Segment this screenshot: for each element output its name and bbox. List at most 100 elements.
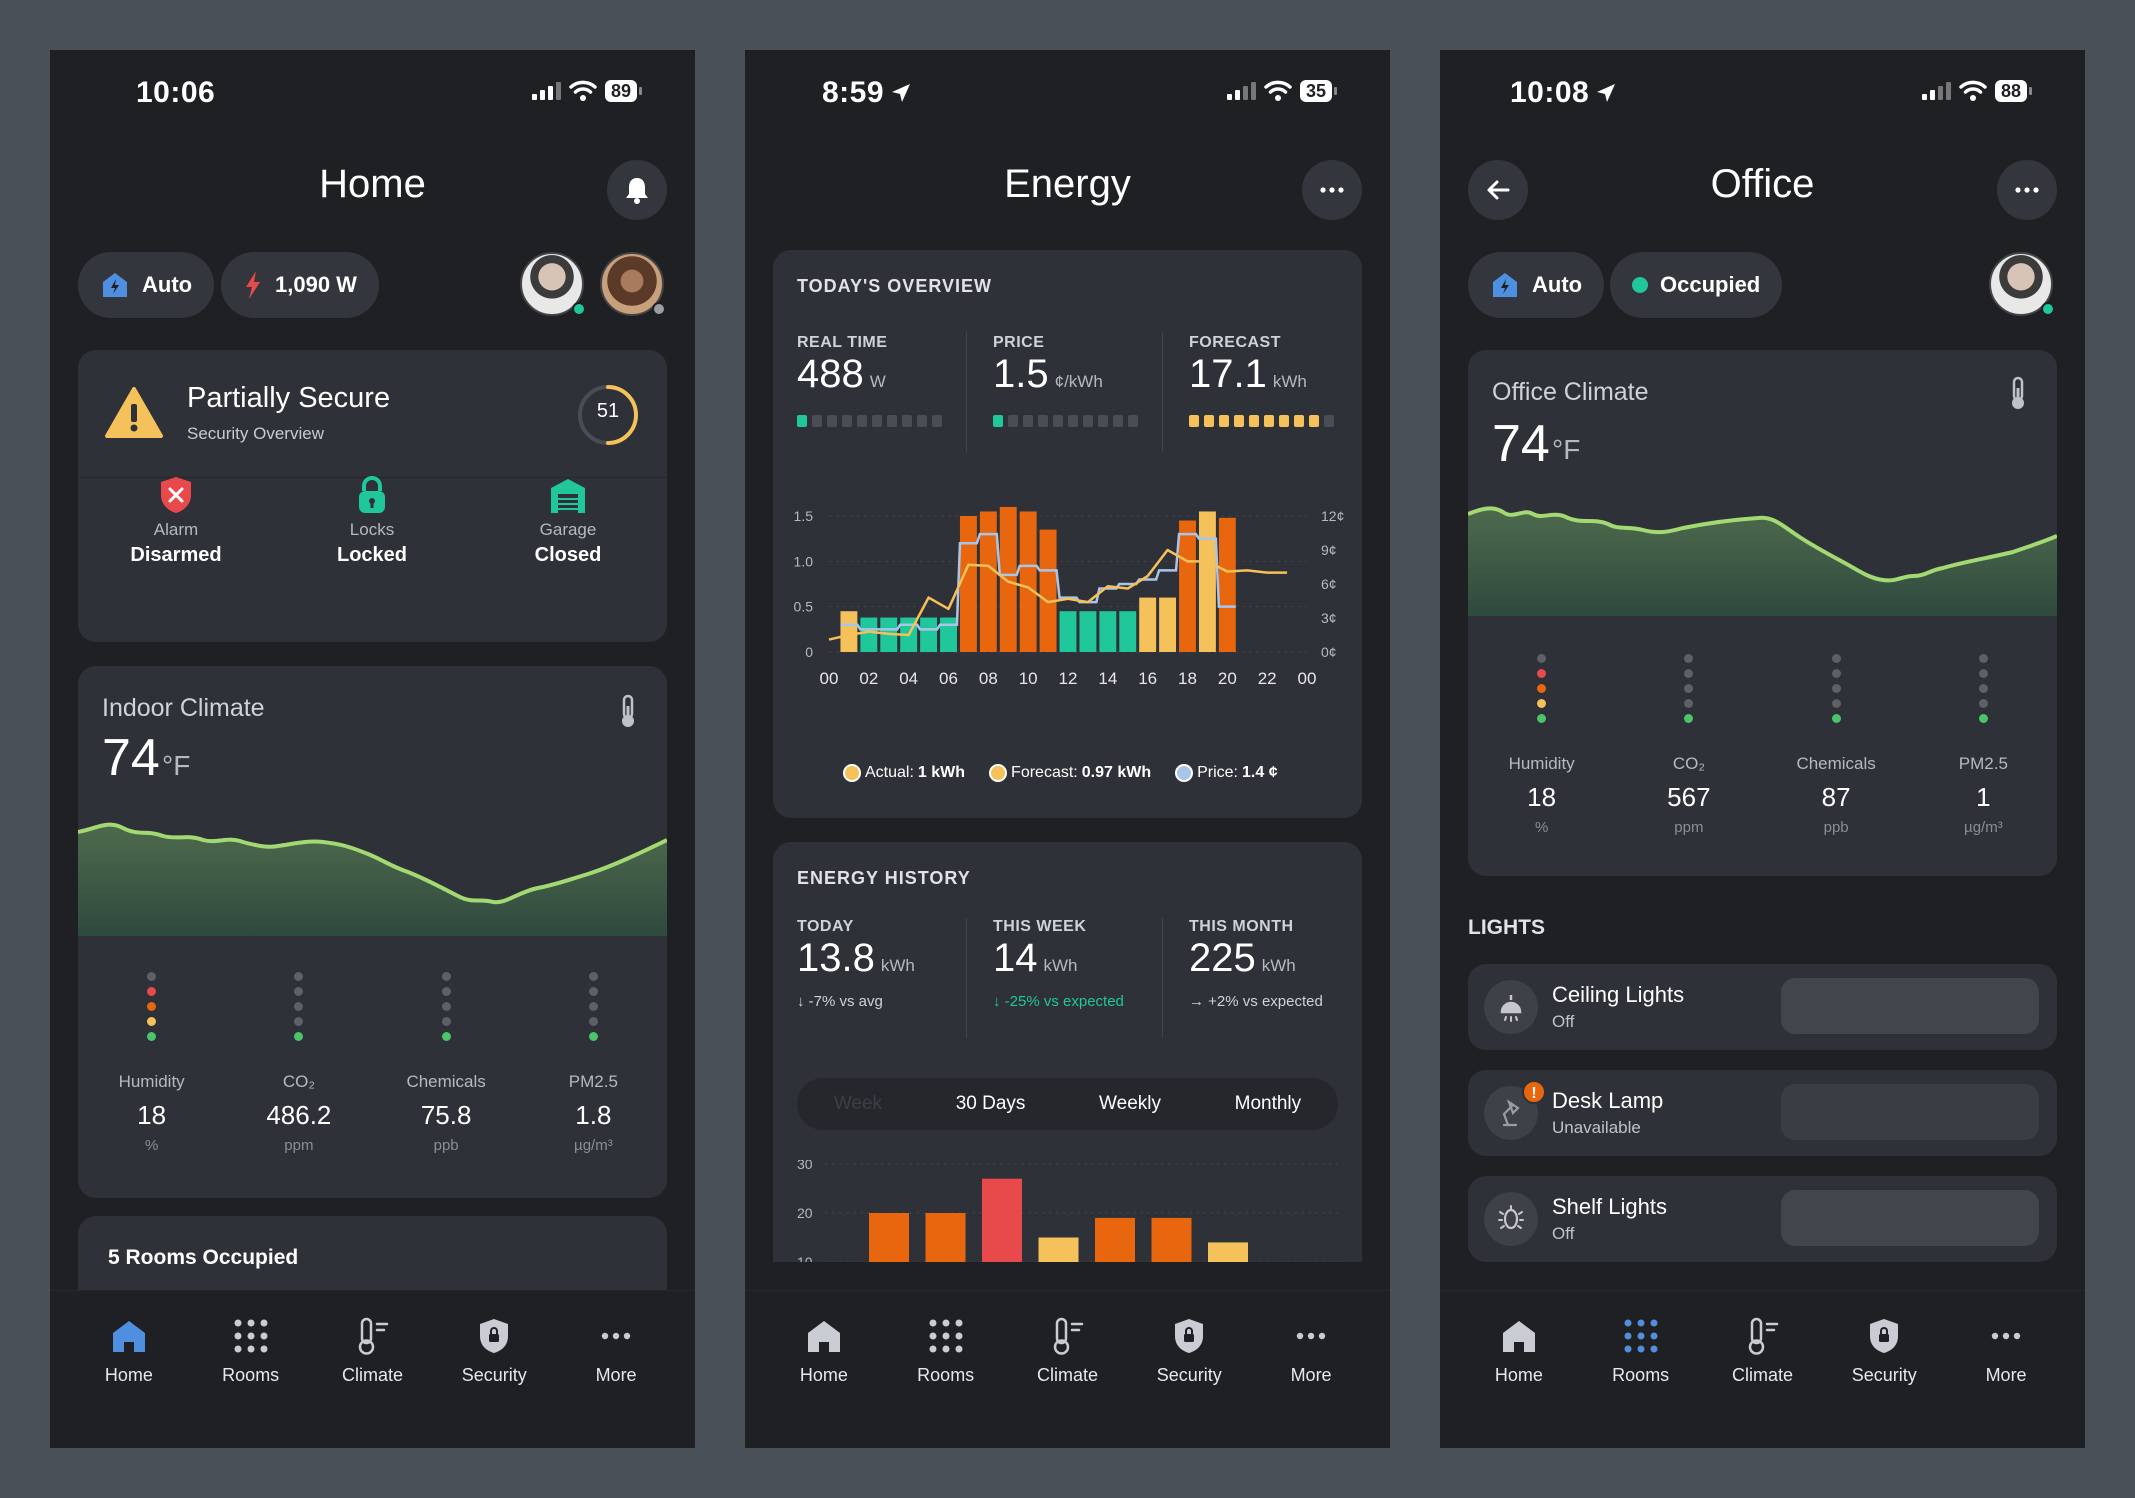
- metric-pm25[interactable]: PM2.5 1 µg/m³: [1913, 654, 2053, 836]
- tab-more[interactable]: More: [1951, 1291, 2061, 1448]
- locks-status[interactable]: Locks Locked: [274, 476, 470, 567]
- tab-security[interactable]: Security: [1829, 1291, 1939, 1448]
- tab-bar: Home Rooms Climate Security More: [1440, 1290, 2085, 1448]
- office-climate-card[interactable]: Office Climate 74 °F Humidity 18 % CO₂ 5…: [1468, 350, 2057, 876]
- security-score: 51: [596, 400, 620, 422]
- legend-actual[interactable]: Actual: 1 kWh: [843, 764, 965, 782]
- todays-overview-card: TODAY'S OVERVIEW REAL TIME 488 W PRICE 1.…: [773, 250, 1362, 818]
- more-dots-icon: [1320, 187, 1344, 193]
- tab-security[interactable]: Security: [1134, 1291, 1244, 1448]
- away-status-dot: [652, 302, 666, 316]
- battery-indicator: 89: [604, 80, 643, 102]
- x-tick-label: 22: [1258, 669, 1277, 688]
- x-tick-label: 14: [1098, 669, 1117, 688]
- tab-monthly[interactable]: Monthly: [1234, 1093, 1302, 1114]
- thermometer-icon: [1749, 1317, 1779, 1355]
- alarm-label: Alarm: [153, 520, 199, 539]
- tab-label: Security: [461, 1365, 527, 1385]
- tab-weekly[interactable]: Weekly: [1099, 1093, 1161, 1114]
- kpi-value: 488: [797, 352, 864, 396]
- metric-humidity[interactable]: Humidity 18 %: [82, 972, 222, 1154]
- tab-rooms[interactable]: Rooms: [891, 1291, 1001, 1448]
- thermometer-icon: [359, 1317, 389, 1355]
- brightness-slider[interactable]: [1781, 978, 2039, 1034]
- home-icon: [112, 1321, 145, 1352]
- mode-pill[interactable]: Auto: [1468, 252, 1605, 318]
- light-shelf[interactable]: Shelf Lights Off: [1468, 1176, 2057, 1262]
- garage-status[interactable]: Garage Closed: [470, 479, 666, 567]
- actual-bar: [920, 617, 938, 652]
- more-dots-icon: [1991, 1332, 2021, 1340]
- y2-tick-label: 6¢: [1321, 576, 1337, 592]
- brightness-slider[interactable]: [1781, 1084, 2039, 1140]
- light-ceiling[interactable]: Ceiling Lights Off: [1468, 964, 2057, 1050]
- tab-rooms[interactable]: Rooms: [1586, 1291, 1696, 1448]
- kpi-delta: → +2% vs expected: [1189, 993, 1323, 1010]
- level-dots: [1472, 654, 1612, 746]
- tab-more[interactable]: More: [1256, 1291, 1366, 1448]
- tab-week[interactable]: Week: [833, 1093, 883, 1114]
- tab-security[interactable]: Security: [439, 1291, 549, 1448]
- actual-bar: [1039, 529, 1057, 652]
- tab-home[interactable]: Home: [74, 1291, 184, 1448]
- avatar-user-1[interactable]: [520, 252, 584, 316]
- tab-climate[interactable]: Climate: [317, 1291, 427, 1448]
- light-state: Off: [1552, 1012, 1575, 1031]
- house-icon: [1493, 273, 1517, 297]
- more-options-button[interactable]: [1302, 160, 1362, 220]
- wifi-icon: [1959, 80, 1987, 101]
- kpi-unit: kWh: [1272, 372, 1307, 391]
- tab-climate[interactable]: Climate: [1012, 1291, 1122, 1448]
- light-desk-lamp[interactable]: ! Desk Lamp Unavailable: [1468, 1070, 2057, 1156]
- climate-unit: °F: [1552, 434, 1581, 465]
- light-name: Ceiling Lights: [1552, 982, 1685, 1007]
- security-title: Partially Secure: [187, 382, 391, 414]
- security-card[interactable]: Partially Secure Security Overview 51 Al…: [78, 350, 667, 642]
- metric-co2[interactable]: CO₂ 567 ppm: [1619, 654, 1759, 836]
- indoor-climate-card[interactable]: Indoor Climate 74 °F Humidity 18 % CO₂ 4…: [78, 666, 667, 1198]
- metric-value: 1.8: [575, 1100, 612, 1130]
- alarm-status[interactable]: Alarm Disarmed: [78, 477, 274, 567]
- level-dots: [1913, 654, 2053, 746]
- more-options-button[interactable]: [1997, 160, 2057, 220]
- actual-bar: [1198, 511, 1216, 652]
- brightness-slider[interactable]: [1781, 1190, 2039, 1246]
- legend-price[interactable]: Price: 1.4 ¢: [1175, 764, 1278, 782]
- metric-chemicals[interactable]: Chemicals 87 ppb: [1766, 654, 1906, 836]
- actual-bar: [1159, 597, 1177, 652]
- actual-bar: [979, 511, 997, 652]
- tab-home[interactable]: Home: [769, 1291, 879, 1448]
- history-bar: [1038, 1237, 1079, 1262]
- tab-rooms[interactable]: Rooms: [196, 1291, 306, 1448]
- metric-pm25[interactable]: PM2.5 1.8 µg/m³: [523, 972, 663, 1154]
- mode-pill[interactable]: Auto: [78, 252, 215, 318]
- garage-value: Closed: [534, 544, 602, 566]
- mode-label: Auto: [142, 272, 193, 297]
- legend-forecast[interactable]: Forecast: 0.97 kWh: [989, 764, 1151, 782]
- metric-unit: ppm: [284, 1137, 314, 1154]
- metric-unit: ppm: [1674, 819, 1704, 836]
- metric-humidity[interactable]: Humidity 18 %: [1472, 654, 1612, 836]
- avatar-user-2[interactable]: [600, 252, 664, 316]
- tab-more[interactable]: More: [561, 1291, 671, 1448]
- phone-home: 10:06 89 Home Auto 1,090 W Partially Sec…: [50, 50, 695, 1448]
- notifications-button[interactable]: [607, 160, 667, 220]
- tab-home[interactable]: Home: [1464, 1291, 1574, 1448]
- home-icon: [1502, 1321, 1535, 1352]
- tab-climate[interactable]: Climate: [1707, 1291, 1817, 1448]
- tab-30-days[interactable]: 30 Days: [955, 1093, 1026, 1114]
- metric-chemicals[interactable]: Chemicals 75.8 ppb: [376, 972, 516, 1154]
- forecast-line: [840, 532, 1236, 631]
- energy-history-chart[interactable]: 30 20 10: [773, 1160, 1362, 1262]
- location-arrow-icon: [1597, 84, 1616, 102]
- climate-unit: °F: [162, 750, 191, 781]
- back-button[interactable]: [1468, 160, 1528, 220]
- more-dots-icon: [601, 1332, 631, 1340]
- legend-name: Forecast:: [1011, 764, 1078, 781]
- occupancy-pill[interactable]: Occupied: [1610, 252, 1783, 318]
- x-tick-label: 06: [939, 669, 958, 688]
- tab-label: Home: [104, 1365, 153, 1385]
- power-pill[interactable]: 1,090 W: [221, 252, 379, 318]
- metric-co2[interactable]: CO₂ 486.2 ppm: [229, 972, 369, 1154]
